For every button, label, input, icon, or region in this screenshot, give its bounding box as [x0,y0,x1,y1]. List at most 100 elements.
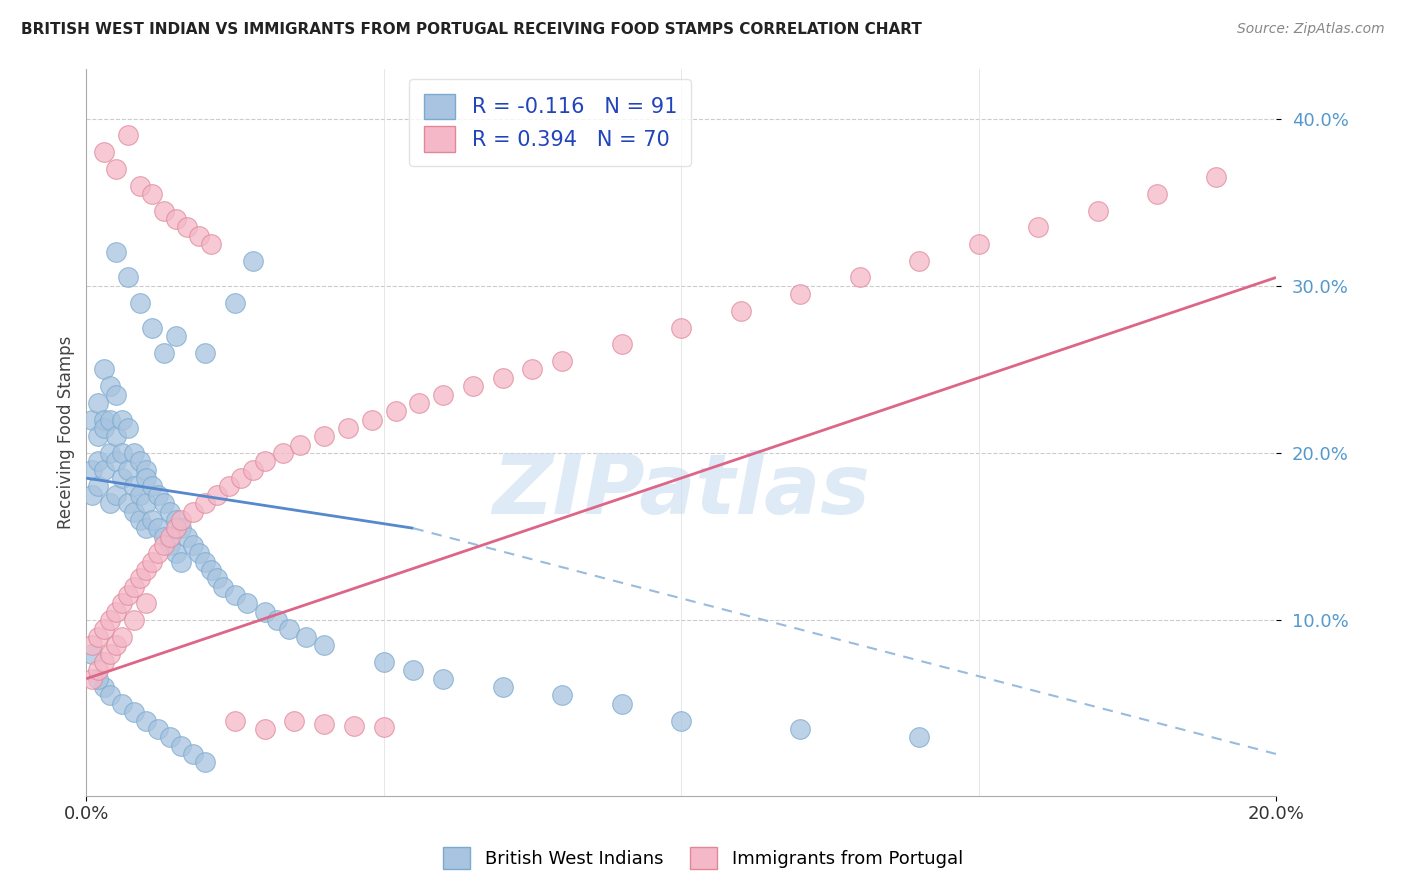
Point [111,412,134,426]
Point [128,454,150,468]
Point [224,714,246,728]
Point [194,756,217,770]
Point [105,245,128,260]
Point [98,613,121,627]
Point [295,630,318,644]
Point [105,161,128,176]
Point [93,655,115,669]
Point [165,521,187,535]
Point [82,647,104,661]
Point [87,664,110,678]
Point [105,638,128,652]
Point [1087,203,1109,218]
Point [384,404,406,418]
Point [135,496,157,510]
Point [122,580,145,594]
Point [205,571,228,585]
Point [218,479,240,493]
Point [290,438,312,452]
Point [183,504,205,518]
Point [93,412,115,426]
Point [730,304,752,318]
Point [242,463,264,477]
Point [165,546,187,560]
Point [669,714,692,728]
Point [165,513,187,527]
Point [432,672,454,686]
Point [93,421,115,435]
Point [141,513,163,527]
Point [98,379,121,393]
Point [170,555,193,569]
Point [159,731,181,745]
Point [461,379,484,393]
Point [253,722,276,736]
Point [432,387,454,401]
Point [82,463,104,477]
Point [229,471,252,485]
Point [146,722,169,736]
Point [789,722,811,736]
Point [82,488,104,502]
Point [152,530,174,544]
Point [128,295,150,310]
Point [141,186,163,201]
Point [212,580,235,594]
Point [141,479,163,493]
Point [152,203,174,218]
Point [105,488,128,502]
Point [105,454,128,468]
Point [93,362,115,376]
Point [93,145,115,160]
Point [152,345,174,359]
Point [360,412,382,426]
Point [111,697,134,711]
Point [87,672,110,686]
Point [98,689,121,703]
Point [128,488,150,502]
Point [1146,186,1168,201]
Point [82,412,104,426]
Point [152,538,174,552]
Point [789,287,811,301]
Point [111,471,134,485]
Point [188,546,211,560]
Point [122,613,145,627]
Point [141,320,163,334]
Point [408,396,430,410]
Text: BRITISH WEST INDIAN VS IMMIGRANTS FROM PORTUGAL RECEIVING FOOD STAMPS CORRELATIO: BRITISH WEST INDIAN VS IMMIGRANTS FROM P… [21,22,922,37]
Point [135,471,157,485]
Point [135,563,157,577]
Point [967,237,990,252]
Point [87,429,110,443]
Point [908,253,931,268]
Point [82,672,104,686]
Text: Source: ZipAtlas.com: Source: ZipAtlas.com [1237,22,1385,37]
Y-axis label: Receiving Food Stamps: Receiving Food Stamps [58,335,75,529]
Point [373,655,395,669]
Point [200,563,222,577]
Point [188,228,211,243]
Point [135,597,157,611]
Point [283,714,305,728]
Point [194,345,217,359]
Point [194,555,217,569]
Point [314,717,336,731]
Point [111,446,134,460]
Point [117,588,139,602]
Point [93,463,115,477]
Point [122,504,145,518]
Point [242,253,264,268]
Text: ZIPatlas: ZIPatlas [492,450,870,531]
Point [128,178,150,193]
Point [271,446,294,460]
Point [135,521,157,535]
Point [146,521,169,535]
Point [159,530,181,544]
Point [105,429,128,443]
Point [522,362,544,376]
Point [105,387,128,401]
Point [183,538,205,552]
Point [848,270,870,285]
Point [87,454,110,468]
